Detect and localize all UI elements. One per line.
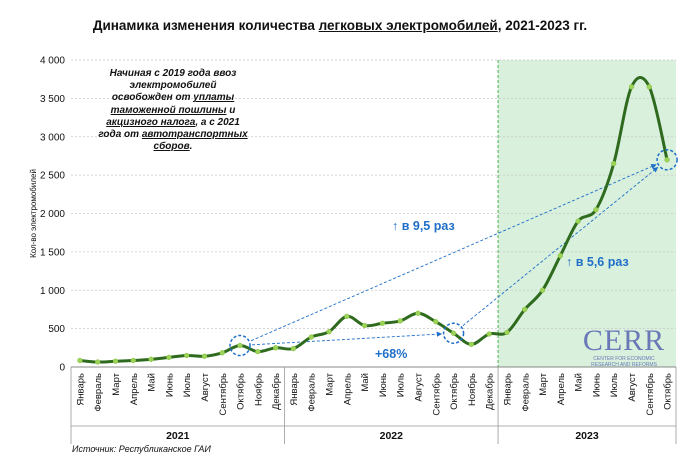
data-point (593, 207, 599, 213)
data-point (575, 218, 581, 224)
data-point (326, 329, 332, 335)
logo-main-text: CERR (582, 324, 666, 357)
growth-label: ↑ в 9,5 раз (392, 219, 455, 233)
x-tick-label: Октябрь (449, 373, 460, 410)
y-tick-label: 1 000 (40, 286, 65, 297)
x-tick-label: Январь (289, 373, 300, 406)
data-point (184, 352, 190, 359)
x-tick-label: Июнь (164, 373, 175, 397)
data-point (468, 341, 475, 348)
data-point (95, 359, 101, 365)
x-tick-label: Май (574, 373, 585, 392)
x-tick-label: Март (538, 372, 549, 395)
data-point (361, 322, 368, 329)
data-point (486, 331, 492, 337)
x-tick-label: Апрель (129, 373, 140, 405)
x-tick-label: Июнь (591, 373, 602, 397)
chart-title: Динамика изменения количества легковых э… (92, 18, 588, 33)
circled-point (229, 334, 251, 357)
x-tick-label: Декабрь (271, 373, 282, 410)
data-point (504, 329, 510, 336)
data-point (272, 345, 279, 351)
data-point (130, 357, 136, 364)
circled-point (442, 322, 465, 344)
data-point (112, 358, 119, 364)
data-point (415, 310, 421, 316)
year-label-2021: 2021 (166, 430, 190, 442)
x-tick-label: Апрель (342, 373, 353, 405)
x-tick-label: Июль (396, 373, 407, 397)
data-point (611, 160, 617, 167)
x-tick-label: Сентябрь (218, 373, 229, 416)
x-tick-label: Ноябрь (467, 373, 478, 406)
data-point (290, 345, 297, 352)
data-point (522, 306, 528, 313)
x-tick-label: Август (200, 372, 211, 401)
year-label-2022: 2022 (380, 430, 404, 442)
x-tick-label: Сентябрь (645, 373, 656, 416)
tax-exemption-note: Начиная с 2019 года ввоз электромобилей … (98, 68, 248, 153)
x-tick-label: Август (413, 372, 424, 401)
x-tick-label: Ноябрь (253, 373, 264, 406)
logo-subtitle: CENTER FOR ECONOMIC RESEARCH AND REFORMS (591, 356, 657, 368)
y-tick-label: 2 500 (40, 171, 65, 182)
data-point (628, 84, 635, 90)
y-tick-label: 4 000 (40, 56, 65, 67)
growth-label: ↑ в 5,6 раз (566, 255, 629, 269)
data-point (77, 357, 83, 364)
x-tick-label: Сентябрь (431, 373, 442, 416)
x-tick-label: Октябрь (236, 373, 247, 410)
x-tick-label: Май (147, 373, 158, 392)
y-tick-label: 3 500 (40, 94, 65, 105)
y-tick-label: 2 000 (40, 209, 65, 220)
y-tick-label: 1 500 (40, 247, 65, 258)
growth-arrow (250, 164, 657, 342)
data-point (646, 84, 652, 90)
data-point (201, 353, 208, 359)
y-tick-label: 3 000 (40, 132, 65, 143)
x-tick-label: Апрель (556, 373, 567, 405)
y-tick-label: 0 (59, 363, 65, 374)
source-note: Источник: Республиканское ГАИ (72, 444, 211, 454)
growth-label: +68% (375, 347, 407, 361)
x-tick-label: Февраль (520, 373, 531, 412)
y-tick-label: 500 (48, 324, 65, 335)
data-point (433, 319, 439, 325)
circled-point (656, 149, 678, 171)
x-tick-label: Июнь (378, 373, 389, 397)
data-point (379, 320, 386, 326)
x-tick-label: Июль (609, 373, 620, 397)
y-axis-label: Кол-во электромобилей (29, 169, 38, 258)
data-point (255, 349, 261, 355)
data-point (450, 330, 457, 336)
data-point (344, 313, 350, 319)
data-point (539, 287, 546, 293)
x-tick-label: Август (627, 372, 638, 401)
growth-arrow (462, 166, 659, 327)
x-tick-label: Январь (502, 373, 513, 406)
cerr-logo: CERR CENTER FOR ECONOMIC RESEARCH AND REF… (578, 324, 670, 369)
x-tick-label: Июль (182, 373, 193, 397)
data-point (166, 354, 172, 361)
x-tick-label: Февраль (93, 373, 104, 412)
year-label-2023: 2023 (575, 430, 599, 442)
data-point (557, 253, 563, 259)
x-tick-label: Декабрь (485, 373, 496, 410)
x-tick-label: Февраль (307, 373, 318, 412)
x-tick-label: Октябрь (663, 373, 674, 410)
x-tick-label: Май (360, 373, 371, 392)
data-point (219, 350, 225, 356)
series-line (79, 76, 669, 364)
data-point (397, 318, 403, 324)
data-point (237, 342, 243, 349)
x-tick-label: Март (325, 372, 336, 395)
x-tick-label: Январь (75, 373, 86, 406)
data-point (664, 157, 670, 163)
growth-arrow (251, 331, 443, 346)
x-tick-label: Март (111, 372, 122, 395)
data-point (148, 356, 154, 362)
data-point (308, 334, 314, 340)
